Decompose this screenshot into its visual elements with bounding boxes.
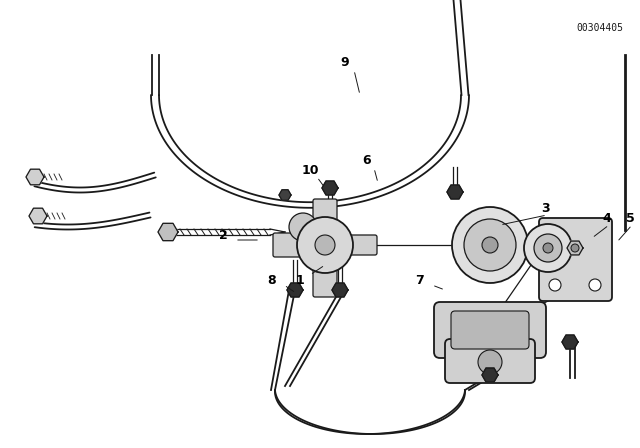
Polygon shape [332,283,348,297]
FancyBboxPatch shape [539,218,612,301]
Circle shape [534,234,562,262]
FancyBboxPatch shape [451,311,529,349]
FancyBboxPatch shape [434,302,546,358]
Circle shape [452,207,528,283]
Text: 6: 6 [363,154,371,167]
Polygon shape [567,241,583,255]
Polygon shape [482,368,498,382]
Circle shape [549,279,561,291]
Text: 2: 2 [219,228,227,241]
Text: 7: 7 [415,273,424,287]
Polygon shape [158,224,178,241]
Polygon shape [279,190,291,200]
Polygon shape [447,185,463,199]
FancyBboxPatch shape [313,268,337,297]
Polygon shape [322,181,338,195]
Text: 8: 8 [268,273,276,287]
Text: 5: 5 [626,211,634,224]
Polygon shape [562,335,578,349]
Polygon shape [29,208,47,224]
Text: 9: 9 [340,56,349,69]
FancyBboxPatch shape [313,199,337,225]
Circle shape [524,224,572,272]
FancyBboxPatch shape [445,339,535,383]
Circle shape [478,350,502,374]
Circle shape [297,217,353,273]
Circle shape [543,243,553,253]
Text: 3: 3 [541,202,549,215]
Circle shape [571,244,579,252]
FancyBboxPatch shape [273,233,302,257]
Circle shape [482,237,498,253]
Text: 10: 10 [301,164,319,177]
Text: 00304405: 00304405 [577,23,623,33]
Circle shape [589,279,601,291]
Circle shape [315,235,335,255]
Text: 4: 4 [603,211,611,224]
FancyBboxPatch shape [345,235,377,255]
Polygon shape [287,283,303,297]
Polygon shape [26,169,44,185]
Circle shape [289,213,317,241]
Text: 1: 1 [296,273,305,287]
Circle shape [464,219,516,271]
